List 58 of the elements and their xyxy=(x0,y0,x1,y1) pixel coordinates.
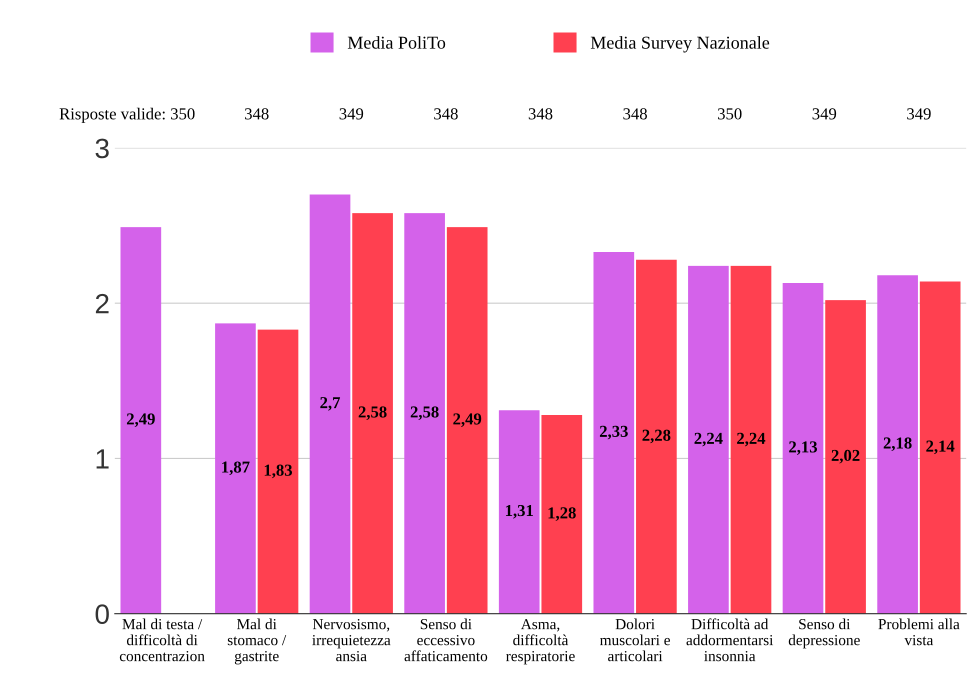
bar xyxy=(688,266,729,614)
data-label: 2,49 xyxy=(126,413,155,427)
text: 350 xyxy=(718,108,742,120)
bar xyxy=(825,300,866,614)
text: 348 xyxy=(623,108,647,120)
data-label: 2,7 xyxy=(320,397,340,411)
text: 349 xyxy=(812,108,836,120)
y-tick-label: 2 xyxy=(96,294,109,314)
data-label: 2,18 xyxy=(884,437,912,452)
bar xyxy=(215,323,256,614)
bar xyxy=(498,410,540,614)
x-tick-label: Asma, difficoltà respiratorie xyxy=(506,619,575,664)
data-label: 2,28 xyxy=(642,430,670,444)
text: Risposte valide: 350 xyxy=(60,108,195,123)
y-tick-label: 1 xyxy=(96,449,109,468)
data-label: 2,14 xyxy=(926,440,954,454)
data-label: 2,58 xyxy=(410,406,439,420)
bar xyxy=(782,282,824,614)
legend-label: Media PoliTo xyxy=(348,36,446,49)
data-label: 1,28 xyxy=(548,507,576,521)
x-tick-label: Problemi alla vista xyxy=(878,618,960,646)
text: 348 xyxy=(528,108,552,120)
x-tick-label: Mal di testa / difficoltà di concentrazion xyxy=(120,618,205,662)
data-label: 2,33 xyxy=(600,426,628,440)
data-label: 1,31 xyxy=(506,504,533,519)
data-label: 2,13 xyxy=(789,441,818,455)
x-tick-label: Mal di stomaco / gastrite xyxy=(228,618,286,664)
bar xyxy=(310,194,350,614)
x-tick-label: Senso di depressione xyxy=(788,618,860,648)
data-label: 1,83 xyxy=(264,464,292,478)
bar xyxy=(120,227,162,614)
data-label: 2,02 xyxy=(832,450,860,464)
text: 349 xyxy=(340,108,364,120)
bar xyxy=(593,252,634,614)
y-tick-label: 0 xyxy=(96,604,109,624)
bar xyxy=(541,414,582,614)
text: 348 xyxy=(434,108,458,120)
bar xyxy=(446,227,488,614)
bar xyxy=(877,275,918,614)
x-tick-label: Dolori muscolari e articolari xyxy=(600,618,670,662)
y-tick-label: 3 xyxy=(96,138,109,158)
bar xyxy=(730,266,772,614)
bar xyxy=(920,281,961,614)
bar xyxy=(258,330,298,614)
data-label: 2,58 xyxy=(358,406,387,420)
data-label: 2,49 xyxy=(453,413,482,427)
legend-label: Media Survey Nazionale xyxy=(590,36,770,52)
text: 348 xyxy=(245,108,269,120)
bar xyxy=(404,213,445,614)
text: 349 xyxy=(907,108,931,120)
x-tick-label: Difficoltà ad addormentarsi insonnia xyxy=(686,618,774,662)
bar xyxy=(636,260,677,614)
data-label: 1,87 xyxy=(222,461,250,476)
x-tick-label: Senso di eccessivo affaticamento xyxy=(404,618,488,662)
x-tick-label: Nervosismo, irrequietezza ansia xyxy=(312,619,391,662)
bar xyxy=(352,213,393,614)
data-label: 2,24 xyxy=(737,432,766,446)
data-label: 2,24 xyxy=(694,432,723,446)
